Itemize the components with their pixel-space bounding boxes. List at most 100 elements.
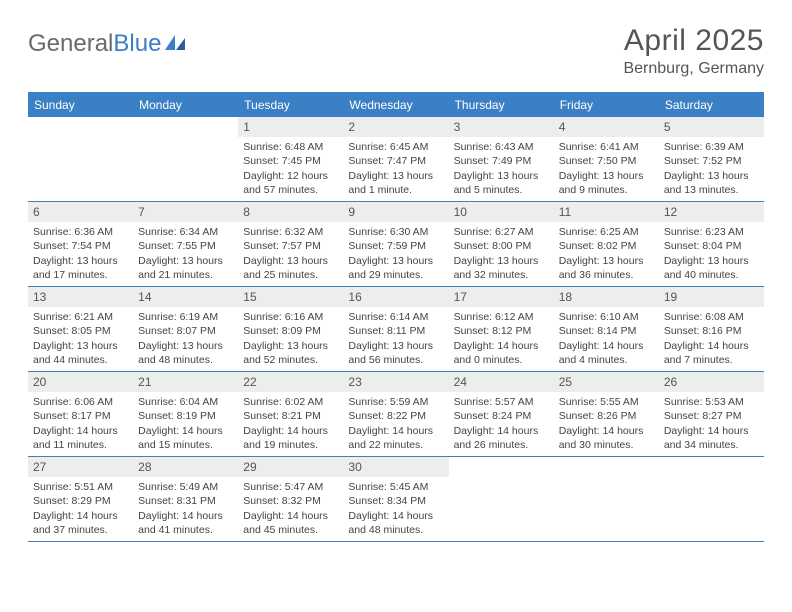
- sunset-text: Sunset: 8:09 PM: [243, 324, 338, 338]
- sunrise-text: Sunrise: 5:49 AM: [138, 480, 233, 494]
- day-number: 19: [659, 287, 764, 307]
- sunset-text: Sunset: 8:04 PM: [664, 239, 759, 253]
- day-cell: 17Sunrise: 6:12 AMSunset: 8:12 PMDayligh…: [449, 287, 554, 371]
- day-cell: 6Sunrise: 6:36 AMSunset: 7:54 PMDaylight…: [28, 202, 133, 286]
- sunrise-text: Sunrise: 6:39 AM: [664, 140, 759, 154]
- day-cell: 25Sunrise: 5:55 AMSunset: 8:26 PMDayligh…: [554, 372, 659, 456]
- day-number: 27: [28, 457, 133, 477]
- day-number: 21: [133, 372, 238, 392]
- day-cell: 11Sunrise: 6:25 AMSunset: 8:02 PMDayligh…: [554, 202, 659, 286]
- day-number: 10: [449, 202, 554, 222]
- daylight-text: Daylight: 14 hours and 30 minutes.: [559, 424, 654, 452]
- logo-text-2: Blue: [113, 30, 161, 58]
- sunset-text: Sunset: 8:12 PM: [454, 324, 549, 338]
- location-label: Bernburg, Germany: [623, 60, 764, 78]
- day-body: Sunrise: 5:53 AMSunset: 8:27 PMDaylight:…: [659, 392, 764, 456]
- sunset-text: Sunset: 7:47 PM: [348, 154, 443, 168]
- day-number: 7: [133, 202, 238, 222]
- daylight-text: Daylight: 14 hours and 22 minutes.: [348, 424, 443, 452]
- daylight-text: Daylight: 13 hours and 5 minutes.: [454, 169, 549, 197]
- day-header: Wednesday: [343, 94, 448, 117]
- day-body: Sunrise: 5:45 AMSunset: 8:34 PMDaylight:…: [343, 477, 448, 541]
- sunrise-text: Sunrise: 5:55 AM: [559, 395, 654, 409]
- day-header: Saturday: [659, 94, 764, 117]
- sunrise-text: Sunrise: 5:45 AM: [348, 480, 443, 494]
- sunrise-text: Sunrise: 6:32 AM: [243, 225, 338, 239]
- sunrise-text: Sunrise: 6:04 AM: [138, 395, 233, 409]
- day-number: 30: [343, 457, 448, 477]
- sunset-text: Sunset: 8:19 PM: [138, 409, 233, 423]
- sunrise-text: Sunrise: 6:48 AM: [243, 140, 338, 154]
- day-body: Sunrise: 6:08 AMSunset: 8:16 PMDaylight:…: [659, 307, 764, 371]
- title-block: April 2025 Bernburg, Germany: [623, 24, 764, 78]
- day-number: 6: [28, 202, 133, 222]
- sunset-text: Sunset: 8:07 PM: [138, 324, 233, 338]
- day-body: Sunrise: 6:32 AMSunset: 7:57 PMDaylight:…: [238, 222, 343, 286]
- daylight-text: Daylight: 14 hours and 11 minutes.: [33, 424, 128, 452]
- day-body: Sunrise: 6:25 AMSunset: 8:02 PMDaylight:…: [554, 222, 659, 286]
- sunrise-text: Sunrise: 6:14 AM: [348, 310, 443, 324]
- day-header: Monday: [133, 94, 238, 117]
- day-number: 26: [659, 372, 764, 392]
- sunset-text: Sunset: 8:22 PM: [348, 409, 443, 423]
- day-number: 2: [343, 117, 448, 137]
- sunrise-text: Sunrise: 6:27 AM: [454, 225, 549, 239]
- day-header: Tuesday: [238, 94, 343, 117]
- daylight-text: Daylight: 14 hours and 19 minutes.: [243, 424, 338, 452]
- week-row: 6Sunrise: 6:36 AMSunset: 7:54 PMDaylight…: [28, 202, 764, 287]
- sunrise-text: Sunrise: 6:36 AM: [33, 225, 128, 239]
- sunrise-text: Sunrise: 6:06 AM: [33, 395, 128, 409]
- daylight-text: Daylight: 14 hours and 4 minutes.: [559, 339, 654, 367]
- day-body: Sunrise: 6:16 AMSunset: 8:09 PMDaylight:…: [238, 307, 343, 371]
- daylight-text: Daylight: 14 hours and 41 minutes.: [138, 509, 233, 537]
- day-number: 13: [28, 287, 133, 307]
- sunset-text: Sunset: 7:45 PM: [243, 154, 338, 168]
- page-header: GeneralBlue April 2025 Bernburg, Germany: [28, 24, 764, 78]
- daylight-text: Daylight: 13 hours and 13 minutes.: [664, 169, 759, 197]
- day-number: 22: [238, 372, 343, 392]
- daylight-text: Daylight: 14 hours and 45 minutes.: [243, 509, 338, 537]
- daylight-text: Daylight: 13 hours and 21 minutes.: [138, 254, 233, 282]
- logo: GeneralBlue: [28, 30, 187, 58]
- sunrise-text: Sunrise: 5:53 AM: [664, 395, 759, 409]
- day-body: Sunrise: 6:48 AMSunset: 7:45 PMDaylight:…: [238, 137, 343, 201]
- sunset-text: Sunset: 7:59 PM: [348, 239, 443, 253]
- sunrise-text: Sunrise: 6:43 AM: [454, 140, 549, 154]
- day-body: Sunrise: 6:19 AMSunset: 8:07 PMDaylight:…: [133, 307, 238, 371]
- sunset-text: Sunset: 8:17 PM: [33, 409, 128, 423]
- sunset-text: Sunset: 8:14 PM: [559, 324, 654, 338]
- day-cell: 26Sunrise: 5:53 AMSunset: 8:27 PMDayligh…: [659, 372, 764, 456]
- day-cell: 21Sunrise: 6:04 AMSunset: 8:19 PMDayligh…: [133, 372, 238, 456]
- day-number: 14: [133, 287, 238, 307]
- day-number: 28: [133, 457, 238, 477]
- day-body: Sunrise: 6:34 AMSunset: 7:55 PMDaylight:…: [133, 222, 238, 286]
- day-number: 12: [659, 202, 764, 222]
- day-cell: 27Sunrise: 5:51 AMSunset: 8:29 PMDayligh…: [28, 457, 133, 541]
- daylight-text: Daylight: 13 hours and 25 minutes.: [243, 254, 338, 282]
- day-cell: 30Sunrise: 5:45 AMSunset: 8:34 PMDayligh…: [343, 457, 448, 541]
- day-body: Sunrise: 6:30 AMSunset: 7:59 PMDaylight:…: [343, 222, 448, 286]
- day-number: 9: [343, 202, 448, 222]
- daylight-text: Daylight: 13 hours and 56 minutes.: [348, 339, 443, 367]
- day-body: Sunrise: 6:10 AMSunset: 8:14 PMDaylight:…: [554, 307, 659, 371]
- daylight-text: Daylight: 13 hours and 29 minutes.: [348, 254, 443, 282]
- day-cell: 3Sunrise: 6:43 AMSunset: 7:49 PMDaylight…: [449, 117, 554, 201]
- day-body: Sunrise: 5:57 AMSunset: 8:24 PMDaylight:…: [449, 392, 554, 456]
- day-cell-empty: [133, 117, 238, 201]
- daylight-text: Daylight: 14 hours and 7 minutes.: [664, 339, 759, 367]
- sunset-text: Sunset: 7:55 PM: [138, 239, 233, 253]
- daylight-text: Daylight: 14 hours and 37 minutes.: [33, 509, 128, 537]
- sunrise-text: Sunrise: 6:16 AM: [243, 310, 338, 324]
- daylight-text: Daylight: 14 hours and 0 minutes.: [454, 339, 549, 367]
- daylight-text: Daylight: 13 hours and 1 minute.: [348, 169, 443, 197]
- day-header: Sunday: [28, 94, 133, 117]
- sunrise-text: Sunrise: 6:34 AM: [138, 225, 233, 239]
- calendar-page: GeneralBlue April 2025 Bernburg, Germany…: [0, 0, 792, 562]
- sunset-text: Sunset: 8:27 PM: [664, 409, 759, 423]
- day-body: Sunrise: 6:41 AMSunset: 7:50 PMDaylight:…: [554, 137, 659, 201]
- daylight-text: Daylight: 13 hours and 48 minutes.: [138, 339, 233, 367]
- sunrise-text: Sunrise: 6:19 AM: [138, 310, 233, 324]
- daylight-text: Daylight: 14 hours and 34 minutes.: [664, 424, 759, 452]
- calendar-grid: SundayMondayTuesdayWednesdayThursdayFrid…: [28, 92, 764, 542]
- daylight-text: Daylight: 13 hours and 36 minutes.: [559, 254, 654, 282]
